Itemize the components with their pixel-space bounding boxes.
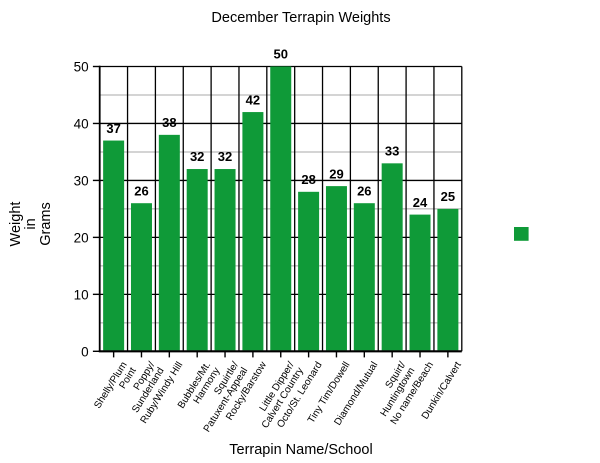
svg-text:December Terrapin Weights: December Terrapin Weights [211,10,390,26]
svg-text:29: 29 [329,166,343,181]
svg-text:40: 40 [74,116,89,131]
svg-text:32: 32 [218,149,232,164]
svg-text:37: 37 [106,121,120,136]
svg-text:25: 25 [441,189,455,204]
svg-text:33: 33 [385,144,399,159]
svg-text:32: 32 [190,149,204,164]
svg-text:24: 24 [413,195,428,210]
svg-text:28: 28 [301,172,315,187]
svg-text:10: 10 [74,287,89,302]
svg-text:42: 42 [246,92,260,107]
svg-text:26: 26 [134,183,148,198]
svg-text:38: 38 [162,115,176,130]
svg-text:Weight: Weight [8,202,24,247]
svg-text:30: 30 [74,173,89,188]
svg-text:in: in [23,218,39,229]
svg-text:Grams: Grams [38,202,54,246]
svg-text:26: 26 [357,183,371,198]
svg-text:50: 50 [74,60,89,75]
svg-text:0: 0 [81,344,89,359]
svg-text:Terrapin Name/School: Terrapin Name/School [229,442,372,458]
svg-text:50: 50 [274,47,288,62]
svg-text:20: 20 [74,230,89,245]
